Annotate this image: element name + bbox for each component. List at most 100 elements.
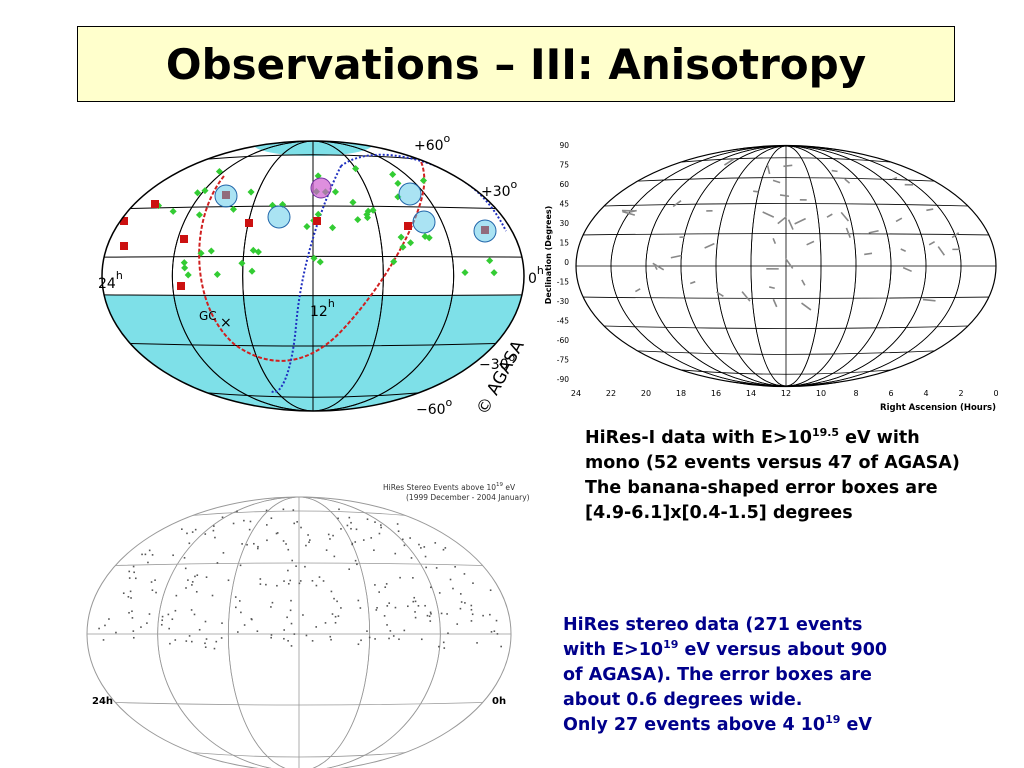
stereo-event-dot [204, 533, 207, 535]
hires-mono-map: Declination (Degrees) 9075604530150-15-3… [544, 141, 999, 413]
stereo-event-dot [410, 557, 413, 559]
stereo-event-dot [243, 519, 245, 522]
stereo-event-dot [424, 555, 427, 558]
stereo-event-dot [289, 579, 292, 582]
agasa-multiplet-circle [267, 205, 291, 229]
stereo-event-dot [256, 547, 259, 550]
stereo-event-dot [470, 620, 473, 622]
caption-hires-mono: HiRes-I data with E>1019.5 eV with mono … [585, 426, 960, 526]
stereo-event-dot [127, 595, 130, 598]
mono-error-box [783, 164, 793, 168]
stereo-event-dot [463, 573, 466, 575]
mono-x-tick: 10 [816, 389, 826, 398]
stereo-event-dot [329, 635, 332, 638]
mono-error-box [769, 286, 775, 290]
stereo-event-dot [357, 643, 360, 646]
stereo-event-dot [154, 579, 156, 581]
mono-error-box [801, 279, 806, 286]
stereo-heading: HiRes Stereo Events above 1019 eV [383, 482, 516, 492]
stereo-event-dot [130, 597, 132, 599]
parallel-line [130, 205, 496, 209]
agasa-event-marker [486, 257, 494, 265]
agasa-event-marker [354, 216, 362, 224]
mono-map-outline [575, 145, 997, 387]
stereo-event-dot [214, 536, 216, 539]
stereo-event-dot [265, 583, 267, 586]
stereo-event-dot [249, 520, 252, 523]
stereo-event-dot [413, 596, 416, 599]
meridian-line [242, 141, 384, 411]
stereo-event-dot [500, 645, 502, 648]
stereo-event-dot [133, 571, 135, 574]
stereo-event-dot [167, 613, 170, 616]
stereo-event-dot [283, 629, 285, 631]
stereo-event-dot [196, 574, 199, 576]
mono-error-box [689, 280, 696, 285]
stereo-event-dot [271, 601, 274, 604]
parallel-line [680, 157, 892, 163]
stereo-event-dot [374, 521, 376, 523]
stereo-event-dot [359, 607, 362, 609]
stereo-event-dot [204, 646, 207, 648]
agasa-event-marker [215, 167, 223, 176]
mono-y-tick: -60 [557, 336, 569, 345]
agasa-event-marker [181, 264, 189, 272]
stereo-event-dot [357, 599, 360, 602]
stereo-event-dot [409, 537, 411, 539]
mono-error-box [762, 211, 775, 218]
stereo-event-dot [185, 587, 187, 589]
stereo-event-dot [348, 516, 351, 519]
agasa-event-marker [407, 239, 415, 247]
stereo-event-dot [412, 600, 415, 603]
ra-label-0h: 0h [528, 264, 544, 287]
agasa-event-marker [421, 232, 429, 240]
agasa-event-marker [195, 211, 204, 219]
stereo-event-dot [304, 565, 306, 568]
agasa-event-marker [329, 224, 337, 232]
stereo-event-dot [368, 636, 371, 639]
mono-error-box [902, 266, 912, 273]
stereo-event-dot [290, 622, 293, 625]
stereo-event-dot [132, 630, 135, 632]
stereo-event-dot [389, 630, 392, 632]
mono-x-ticks: 24 22 20 18 16 14 12 10 8 6 4 2 0 [571, 389, 999, 398]
stereo-event-dot [151, 589, 154, 591]
stereo-event-dot [412, 577, 414, 579]
mono-error-box [772, 237, 777, 245]
dec-label-minus60: −60o [416, 396, 453, 418]
stereo-event-dot [195, 590, 198, 593]
stereo-event-dot [366, 630, 368, 632]
agasa-event-marker [331, 188, 340, 196]
stereo-event-dot [240, 611, 242, 614]
stereo-event-dot [340, 528, 342, 530]
stereo-event-dot [370, 537, 373, 539]
agasa-triplet-circle [310, 177, 332, 199]
mono-y-tick: 90 [559, 141, 569, 150]
mono-x-tick: 0 [993, 389, 998, 398]
mono-error-box [652, 262, 665, 271]
agasa-event-marker [369, 206, 377, 214]
stereo-event-dot [338, 508, 340, 511]
stereo-label-24h: 24h [92, 696, 113, 707]
parallel-line [637, 177, 935, 182]
agasa-high-event-marker [120, 242, 128, 250]
stereo-event-dot [489, 589, 492, 592]
stereo-event-dot [307, 534, 309, 536]
stereo-event-dot [334, 615, 337, 618]
stereo-event-dot [420, 638, 423, 641]
stereo-event-dot [160, 623, 163, 626]
stereo-event-dot [420, 547, 422, 549]
stereo-event-dot [366, 518, 369, 521]
mono-error-box [864, 252, 873, 256]
stereo-event-dot [350, 521, 352, 524]
mono-error-box [653, 264, 658, 270]
stereo-event-dot [193, 613, 196, 616]
mono-error-box [772, 298, 778, 308]
stereo-event-dot [250, 618, 253, 620]
ra-label-24h: 24h [98, 269, 123, 292]
stereo-event-dot [148, 549, 151, 552]
stereo-event-dot [243, 624, 246, 626]
stereo-event-dot [234, 596, 237, 598]
stereo-event-dot [495, 619, 498, 622]
stereo-event-dot [222, 552, 225, 554]
